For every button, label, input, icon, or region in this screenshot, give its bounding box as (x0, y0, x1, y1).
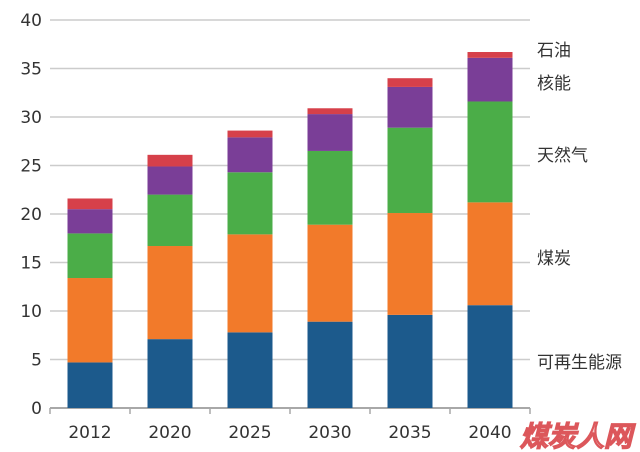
bar-segment-series-0 (467, 305, 513, 408)
bar-segment-series-4 (147, 154, 193, 167)
y-tick-label: 30 (20, 108, 42, 128)
bar-segment-series-2 (227, 172, 273, 235)
bar-stack (467, 52, 513, 408)
bar-segment-series-2 (467, 101, 513, 203)
bar-segment-series-1 (227, 234, 273, 333)
bar-segment-series-2 (147, 194, 193, 247)
bar-stack (147, 154, 193, 408)
bar-segment-series-4 (467, 52, 513, 58)
bar-stack (387, 78, 433, 408)
bar-segment-series-0 (307, 321, 353, 408)
bar-segment-series-3 (67, 209, 113, 234)
x-tick-label: 2030 (308, 423, 351, 443)
bar-segment-series-3 (227, 137, 273, 173)
y-tick-label: 0 (31, 399, 42, 419)
x-tick-label: 2020 (148, 423, 191, 443)
legend-label: 可再生能源 (537, 353, 622, 373)
bar-stack (307, 108, 353, 408)
bar-segment-series-3 (147, 166, 193, 195)
y-tick-label: 40 (20, 11, 42, 31)
bar-segment-series-0 (387, 314, 433, 408)
legend: 可再生能源 煤炭 天然气 核能 石油 (537, 41, 622, 373)
watermark-text: 煤炭人网 (520, 420, 636, 452)
x-tick-label: 2025 (228, 423, 271, 443)
y-tick-label: 25 (20, 157, 42, 177)
bar-segment-series-2 (387, 127, 433, 214)
x-tick-label: 2012 (68, 423, 111, 443)
bar-segment-series-2 (307, 150, 353, 225)
gridlines (50, 19, 530, 409)
legend-label: 煤炭 (537, 249, 571, 269)
bar-segment-series-0 (67, 362, 113, 408)
y-tick-label: 10 (20, 302, 42, 322)
x-tick-label: 2040 (468, 423, 511, 443)
y-tick-label: 20 (20, 205, 42, 225)
legend-label: 石油 (537, 41, 571, 61)
bar-segment-series-1 (307, 224, 353, 322)
y-tick-label: 35 (20, 60, 42, 80)
x-tick-label: 2035 (388, 423, 431, 443)
bar-segment-series-0 (227, 332, 273, 408)
bar-segment-series-2 (67, 233, 113, 279)
legend-label: 核能 (537, 74, 571, 94)
bar-segment-series-1 (67, 278, 113, 363)
bar-stack (67, 198, 113, 408)
bar-segment-series-1 (147, 246, 193, 340)
y-tick-label: 15 (20, 254, 42, 274)
y-tick-label: 5 (31, 351, 42, 371)
bar-segment-series-4 (387, 78, 433, 87)
bar-segment-series-1 (387, 213, 433, 315)
bar-segment-series-4 (307, 108, 353, 115)
bar-segment-series-1 (467, 202, 513, 306)
bar-stack (227, 130, 273, 408)
bar-segment-series-4 (67, 198, 113, 210)
bar-segment-series-0 (147, 339, 193, 408)
bars (67, 52, 513, 408)
bar-segment-series-3 (387, 86, 433, 128)
bar-segment-series-3 (467, 57, 513, 102)
legend-label: 天然气 (537, 146, 588, 166)
bar-segment-series-4 (227, 130, 273, 138)
y-axis: 0 5 10 15 20 25 30 35 40 (20, 11, 42, 419)
bar-segment-series-3 (307, 114, 353, 151)
x-axis: 2012 2020 2025 2030 2035 2040 (49, 408, 531, 443)
